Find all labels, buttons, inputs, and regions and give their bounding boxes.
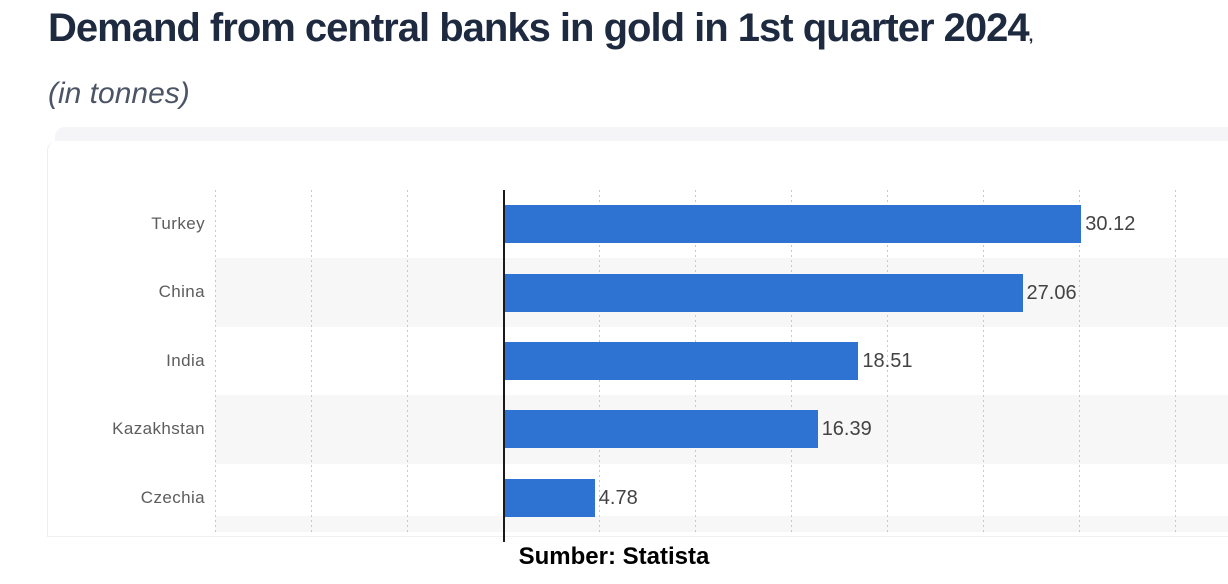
category-label: Turkey [151, 214, 205, 233]
bar [505, 205, 1082, 244]
chart-title-text: Demand from central banks in gold in 1st… [48, 6, 1030, 50]
category-label: Czechia [140, 487, 205, 507]
bar [505, 410, 818, 449]
zero-axis-line [503, 190, 505, 542]
row-stripe-partial [215, 516, 1228, 532]
chart-subtitle: (in tonnes) [48, 77, 190, 110]
bar [505, 273, 1023, 312]
bar-value-label: 27.06 [1026, 281, 1077, 304]
bar-value-label: 16.39 [821, 418, 872, 441]
source-caption: Sumber: Statista [518, 543, 710, 570]
category-labels: Turkey China India Kazakhstan Czechia [47, 190, 205, 532]
category-label: China [158, 282, 205, 302]
bar [505, 478, 595, 517]
bar [505, 342, 859, 380]
bar-value-label: 18.51 [862, 350, 913, 372]
gridline [215, 190, 216, 532]
gridline [887, 190, 888, 532]
bar-value-label: 30.12 [1085, 213, 1136, 236]
title-suffix: , [1028, 26, 1034, 45]
gridline [1175, 190, 1176, 532]
card-top-strip [55, 127, 1228, 141]
category-label: India [166, 350, 205, 370]
gridline [1079, 190, 1080, 532]
chart-title: Demand from central banks in gold in 1st… [48, 2, 1033, 62]
gridline [407, 190, 408, 532]
plot-area: 30.12 27.06 18.51 16.39 4.78 [215, 190, 1228, 542]
gridline [311, 190, 312, 532]
category-label: Kazakhstan [112, 419, 205, 439]
gridline [983, 190, 984, 532]
bar-value-label: 4.78 [598, 486, 638, 509]
